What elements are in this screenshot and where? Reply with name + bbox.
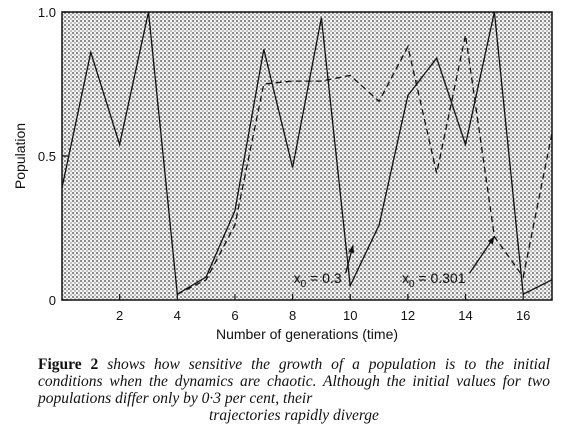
plot-area bbox=[61, 11, 553, 301]
x-tick-label: 8 bbox=[289, 308, 296, 323]
x-tick-label: 10 bbox=[343, 308, 357, 323]
y-axis-title: Population bbox=[12, 123, 28, 189]
series-line-dashed bbox=[177, 34, 553, 295]
series-annotation: x0 = 0.3 bbox=[294, 270, 342, 290]
annotation-arrowhead bbox=[487, 236, 495, 245]
x-tick-label: 14 bbox=[458, 308, 472, 323]
x-tick-label: 2 bbox=[116, 308, 123, 323]
caption-text: shows how sensitive the growth of a popu… bbox=[38, 356, 550, 407]
figure-caption: Figure 2 shows how sensitive the growth … bbox=[38, 356, 550, 424]
x-tick-label: 6 bbox=[231, 308, 238, 323]
caption-label: Figure 2 bbox=[38, 356, 99, 373]
y-tick-label: 0.5 bbox=[38, 149, 56, 164]
annotation-arrowhead bbox=[348, 245, 355, 254]
series-line-solid bbox=[61, 11, 553, 296]
x-tick-label: 12 bbox=[401, 308, 415, 323]
y-tick-label: 0 bbox=[49, 293, 56, 308]
caption-last-line: trajectories rapidly diverge bbox=[209, 407, 379, 424]
series-annotation: x0 = 0.301 bbox=[402, 270, 466, 290]
y-tick-label: 1.0 bbox=[38, 5, 56, 20]
x-tick-label: 4 bbox=[174, 308, 181, 323]
x-tick-label: 16 bbox=[516, 308, 530, 323]
x-axis-title: Number of generations (time) bbox=[216, 326, 398, 342]
chart: 2 4 6 8 10 12 14 16 0 0.5 1.0 x0 = 0.3 x0 = 0.301 N… bbox=[12, 5, 553, 342]
